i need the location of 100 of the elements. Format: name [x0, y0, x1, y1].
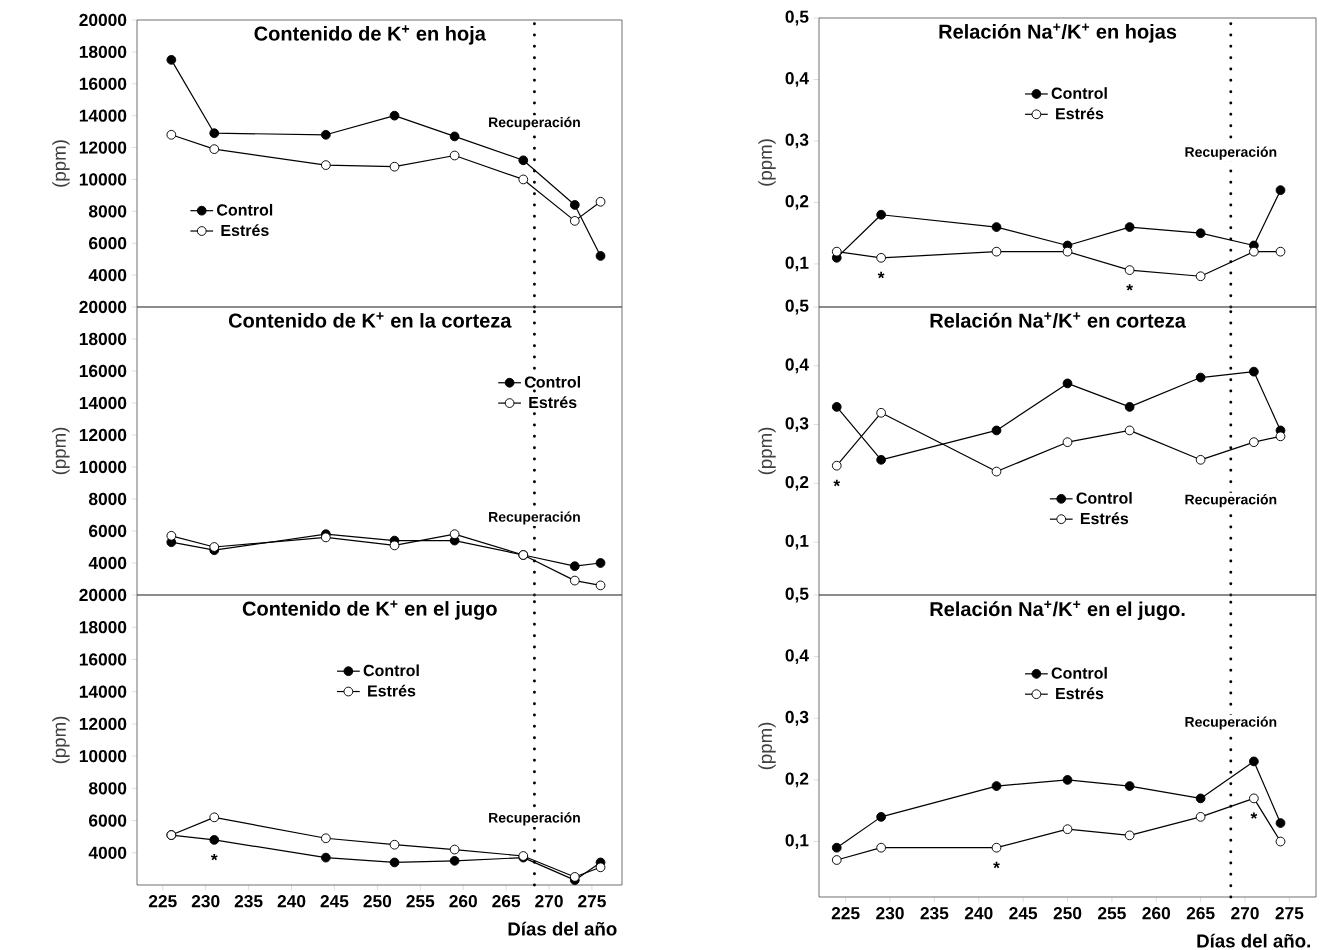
y-tick-label: 0,1 — [785, 834, 809, 849]
ref-line-label: Recuperación — [1185, 146, 1277, 160]
y-tick-label: 6000 — [89, 814, 127, 827]
legend-label: Estrés — [529, 396, 577, 409]
y-tick-label: 20000 — [79, 300, 127, 314]
y-tick-label: 8000 — [88, 492, 127, 506]
legend-label: Control — [524, 375, 580, 388]
y-tick-label: 10000 — [79, 460, 127, 474]
y-tick-label: 0,5 — [785, 10, 809, 26]
legend-label: Estrés — [1080, 512, 1129, 525]
x-tick-label: 250 — [363, 895, 392, 908]
chart-title: Relación Na$^{+}$/K$^{+}$ en hojas — [939, 23, 1177, 43]
y-tick-label: 0,3 — [785, 133, 809, 149]
y-tick-label: 18000 — [79, 45, 127, 59]
y-tick-label: 0,2 — [785, 772, 809, 788]
y-tick-label: 12000 — [79, 717, 127, 731]
ref-line-label: Recuperación — [489, 812, 580, 826]
x-tick-label: 225 — [831, 907, 860, 920]
y-tick-label: 4000 — [88, 556, 127, 570]
y-axis-title: (ppm) — [52, 140, 70, 187]
x-axis-title: Días del año — [508, 921, 617, 936]
x-tick-label: 235 — [920, 907, 949, 920]
x-tick-label: 245 — [1009, 907, 1038, 920]
x-tick-label: 260 — [1142, 907, 1170, 920]
legend-label: Estrés — [1056, 687, 1104, 700]
annotation: * — [993, 861, 1000, 869]
y-tick-label: 20000 — [79, 588, 127, 602]
y-tick-label: 8000 — [88, 782, 127, 795]
x-tick-label: 240 — [277, 895, 306, 908]
x-tick-label: 230 — [876, 907, 904, 920]
x-tick-label: 275 — [1275, 907, 1304, 920]
chart-title: Contenido de K$^{+}$ en el jugo — [242, 600, 497, 620]
y-tick-label: 6000 — [89, 524, 127, 538]
x-tick-label: 255 — [1098, 907, 1126, 920]
y-tick-label: 4000 — [88, 268, 127, 282]
x-tick-label: 265 — [1186, 907, 1215, 920]
legend-label: Estrés — [221, 224, 269, 237]
y-tick-label: 14000 — [79, 685, 127, 698]
y-axis-title: (ppm) — [52, 716, 70, 764]
y-tick-label: 16000 — [79, 364, 127, 378]
y-tick-label: 0,5 — [785, 299, 809, 315]
y-tick-label: 0,4 — [785, 358, 809, 374]
annotation: * — [1126, 284, 1133, 291]
x-tick-label: 255 — [406, 895, 435, 908]
y-tick-label: 14000 — [79, 396, 127, 410]
legend-label: Estrés — [1056, 107, 1104, 120]
ref-line-label: Recuperación — [489, 116, 580, 130]
annotation: * — [833, 479, 841, 487]
x-tick-label: 245 — [320, 895, 349, 908]
x-tick-label: 260 — [449, 895, 477, 908]
y-tick-label: 16000 — [79, 653, 127, 666]
y-tick-label: 0,2 — [785, 475, 809, 491]
y-tick-label: 20000 — [79, 13, 127, 27]
annotation: * — [210, 853, 218, 861]
y-tick-label: 0,2 — [785, 195, 809, 210]
y-tick-label: 0,5 — [785, 587, 809, 603]
x-tick-label: 240 — [964, 907, 993, 920]
y-tick-label: 0,1 — [785, 256, 809, 272]
x-tick-label: 235 — [234, 895, 263, 908]
chart-title: Contenido de K$^{+}$ en hoja — [254, 25, 486, 45]
annotation: * — [877, 271, 885, 279]
y-axis-title: (ppm) — [758, 139, 776, 186]
y-tick-label: 8000 — [88, 205, 127, 218]
legend-label: Control — [1051, 87, 1107, 99]
y-tick-label: 10000 — [79, 173, 127, 186]
chart-title: Relación Na$^{+}$/K$^{+}$ en el jugo. — [930, 600, 1185, 621]
x-tick-label: 270 — [535, 895, 563, 908]
y-tick-label: 12000 — [79, 141, 127, 154]
y-tick-label: 0,3 — [785, 417, 809, 432]
y-tick-label: 0,3 — [785, 710, 809, 726]
x-tick-label: 225 — [148, 895, 177, 908]
y-tick-label: 12000 — [79, 428, 127, 442]
chart-title: Relación Na$^{+}$/K$^{+}$ en corteza — [930, 312, 1186, 328]
legend-label: Control — [1076, 492, 1132, 504]
y-tick-label: 0,4 — [785, 649, 809, 665]
ref-line-label: Recuperación — [1185, 494, 1277, 508]
x-tick-label: 230 — [191, 895, 220, 908]
legend-label: Control — [363, 664, 419, 677]
y-tick-label: 10000 — [79, 749, 127, 763]
y-tick-label: 0,1 — [785, 534, 809, 550]
y-tick-label: 4000 — [88, 846, 127, 859]
legend-label: Control — [217, 203, 273, 216]
legend-label: Control — [1051, 667, 1107, 679]
ref-line-label: Recuperación — [489, 511, 580, 525]
y-axis-title: (ppm) — [758, 722, 776, 770]
y-tick-label: 18000 — [79, 332, 127, 346]
y-tick-label: 14000 — [79, 109, 127, 122]
x-tick-label: 250 — [1053, 907, 1082, 920]
ref-line-label: Recuperación — [1185, 716, 1277, 730]
y-tick-label: 18000 — [79, 621, 127, 634]
x-axis-title: Días del año. — [1197, 933, 1311, 948]
x-tick-label: 275 — [578, 895, 606, 908]
x-tick-label: 265 — [492, 895, 521, 908]
y-tick-label: 6000 — [89, 237, 127, 250]
y-axis-title: (ppm) — [758, 427, 776, 475]
y-axis-title: (ppm) — [52, 427, 70, 475]
y-tick-label: 16000 — [79, 77, 127, 90]
x-tick-label: 270 — [1231, 907, 1259, 920]
y-tick-label: 0,4 — [785, 72, 809, 87]
legend-label: Estrés — [368, 684, 416, 697]
